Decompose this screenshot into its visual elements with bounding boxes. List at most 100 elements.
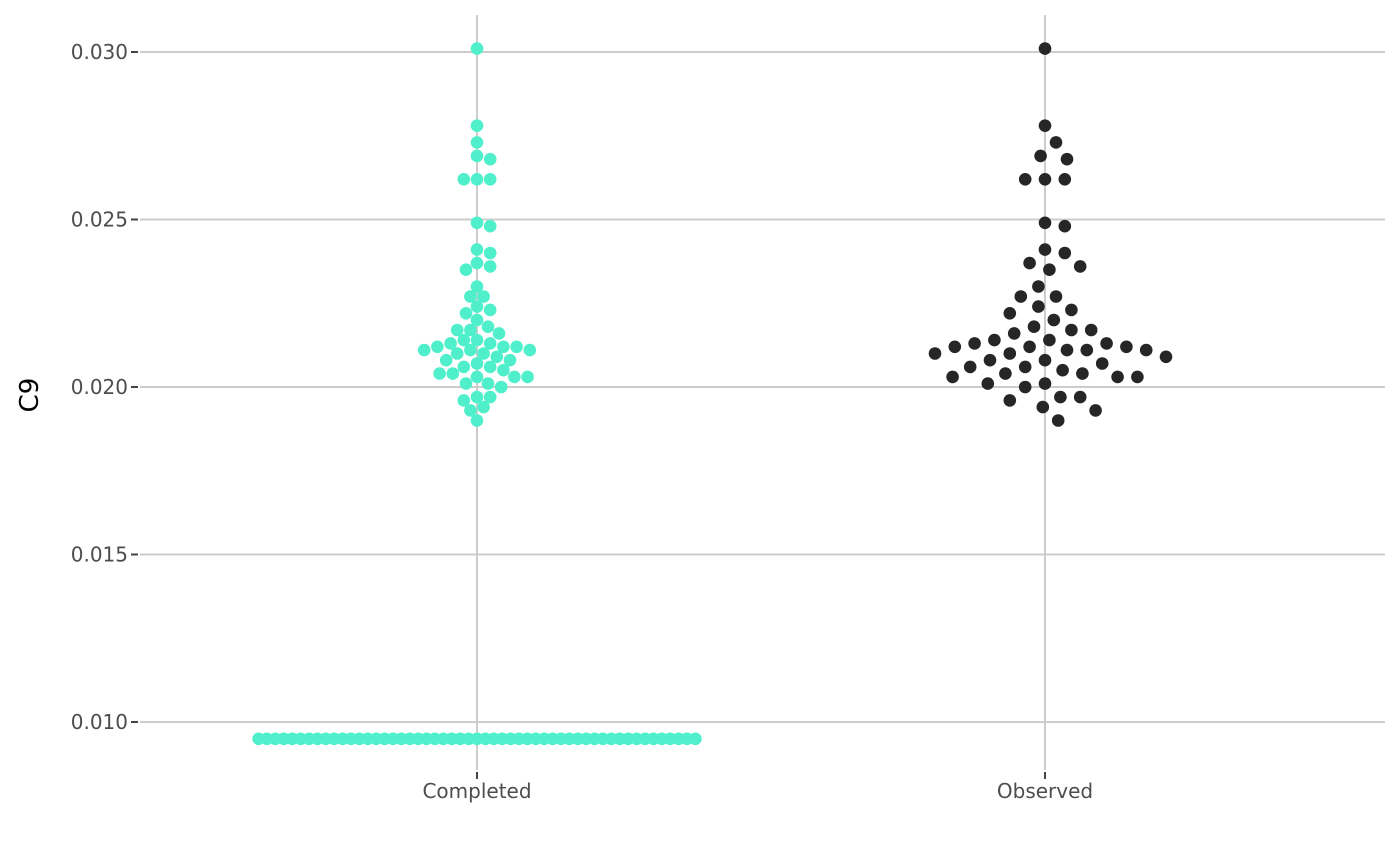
point-completed: [450, 347, 464, 360]
point-completed: [439, 353, 453, 367]
point-completed: [497, 340, 510, 354]
point-observed: [1049, 136, 1063, 149]
point-completed: [490, 350, 504, 364]
point-observed: [1023, 256, 1036, 270]
point-observed: [999, 367, 1012, 380]
point-completed: [470, 280, 484, 293]
point-observed: [1038, 377, 1052, 390]
point-completed: [470, 136, 484, 149]
point-observed: [928, 347, 942, 360]
point-observed: [1060, 343, 1074, 357]
point-observed: [1139, 343, 1153, 357]
point-observed: [1023, 340, 1036, 354]
point-completed: [470, 300, 484, 313]
point-completed: [457, 360, 471, 374]
y-tick-label: 0.015: [71, 543, 128, 567]
point-completed: [464, 290, 477, 303]
point-completed: [494, 380, 508, 394]
point-completed: [433, 367, 446, 380]
point-completed: [464, 323, 477, 337]
point-observed: [1051, 414, 1065, 427]
point-completed: [483, 260, 497, 273]
point-observed: [1038, 173, 1052, 186]
point-observed: [1080, 343, 1094, 357]
point-completed: [510, 340, 523, 354]
point-completed: [483, 219, 497, 233]
point-completed: [470, 256, 484, 270]
point-completed: [470, 173, 484, 186]
point-completed: [470, 390, 484, 404]
point-observed: [1047, 313, 1061, 327]
point-completed: [477, 400, 490, 414]
gridlines: [140, 15, 1385, 770]
point-completed: [464, 404, 477, 417]
point-completed: [470, 149, 484, 163]
point-completed: [417, 343, 431, 357]
point-observed: [1100, 337, 1113, 350]
point-observed: [1073, 390, 1087, 404]
y-tick-label: 0.010: [71, 710, 128, 734]
point-observed: [948, 340, 962, 354]
y-tick-label: 0.030: [71, 40, 128, 64]
point-completed: [470, 42, 484, 55]
point-completed: [477, 290, 490, 303]
point-observed: [1027, 320, 1041, 334]
point-observed: [1032, 300, 1045, 313]
point-completed: [483, 173, 497, 186]
point-observed: [1058, 219, 1072, 233]
y-tick-label: 0.025: [71, 208, 128, 232]
point-observed: [1056, 363, 1069, 377]
point-completed: [470, 333, 484, 347]
point-observed: [1095, 357, 1109, 370]
point-observed: [1032, 280, 1045, 293]
point-observed: [981, 377, 995, 390]
point-completed: [450, 323, 464, 337]
point-observed: [1089, 404, 1102, 417]
point-completed: [508, 370, 521, 384]
point-observed: [1120, 340, 1133, 354]
point-completed: [446, 367, 460, 380]
point-completed: [483, 337, 497, 350]
point-observed: [1054, 390, 1067, 404]
point-observed: [1073, 260, 1087, 273]
point-completed: [470, 313, 484, 327]
point-completed: [470, 357, 484, 370]
point-observed: [1043, 333, 1056, 347]
point-observed: [1038, 216, 1052, 230]
point-observed: [1043, 263, 1056, 277]
point-completed: [483, 390, 497, 404]
point-completed: [481, 377, 495, 390]
point-completed: [459, 377, 473, 390]
point-observed: [1007, 327, 1021, 340]
point-completed: [492, 327, 506, 340]
point-completed: [457, 173, 471, 186]
point-observed: [1058, 173, 1072, 186]
point-completed: [497, 363, 510, 377]
point-completed: [444, 337, 457, 350]
point-observed: [1036, 400, 1050, 414]
point-observed: [1034, 149, 1047, 163]
point-observed: [946, 370, 959, 384]
point-completed: [431, 340, 444, 354]
point-completed: [457, 333, 471, 347]
point-observed: [1038, 353, 1052, 367]
point-observed: [1065, 303, 1078, 317]
point-observed: [1003, 307, 1017, 320]
data-points: [252, 42, 1173, 746]
point-completed: [470, 216, 484, 230]
axis-ticks: 0.010 0.015 0.020 0.025 0.030 Completed Observ…: [71, 40, 1093, 803]
point-observed: [968, 337, 981, 350]
point-completed: [470, 370, 484, 384]
point-observed: [1038, 243, 1052, 256]
point-observed: [1018, 173, 1032, 186]
point-observed: [1049, 290, 1063, 303]
point-completed: [459, 307, 473, 320]
point-observed: [963, 360, 977, 374]
point-observed: [1159, 350, 1173, 364]
y-axis-label: C9: [15, 378, 45, 413]
point-observed: [983, 353, 997, 367]
point-completed: [483, 246, 497, 260]
point-completed: [521, 370, 534, 384]
point-observed: [1018, 380, 1032, 394]
